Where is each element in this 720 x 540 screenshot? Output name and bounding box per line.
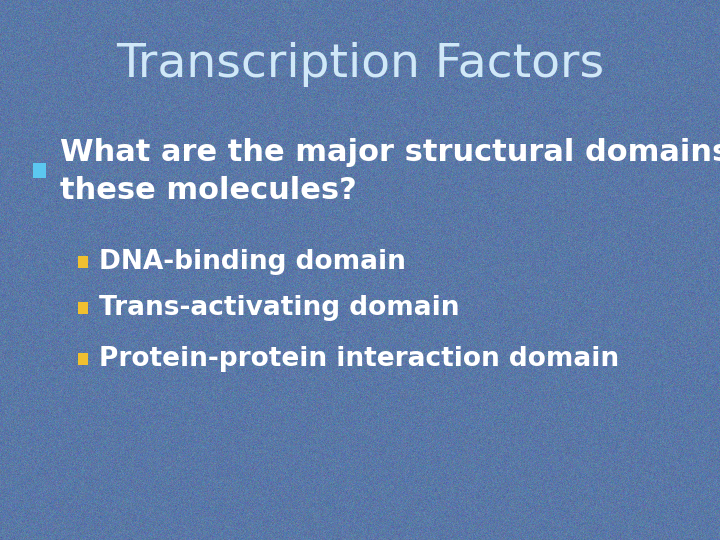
Bar <box>78 256 88 268</box>
Text: Transcription Factors: Transcription Factors <box>116 42 604 87</box>
Text: Protein-protein interaction domain: Protein-protein interaction domain <box>99 346 618 372</box>
Text: DNA-binding domain: DNA-binding domain <box>99 249 405 275</box>
Text: these molecules?: these molecules? <box>60 176 356 205</box>
Bar <box>78 353 88 365</box>
Bar <box>78 302 88 314</box>
Text: What are the major structural domains of: What are the major structural domains of <box>60 138 720 167</box>
Text: Trans-activating domain: Trans-activating domain <box>99 295 459 321</box>
Bar <box>33 163 46 178</box>
